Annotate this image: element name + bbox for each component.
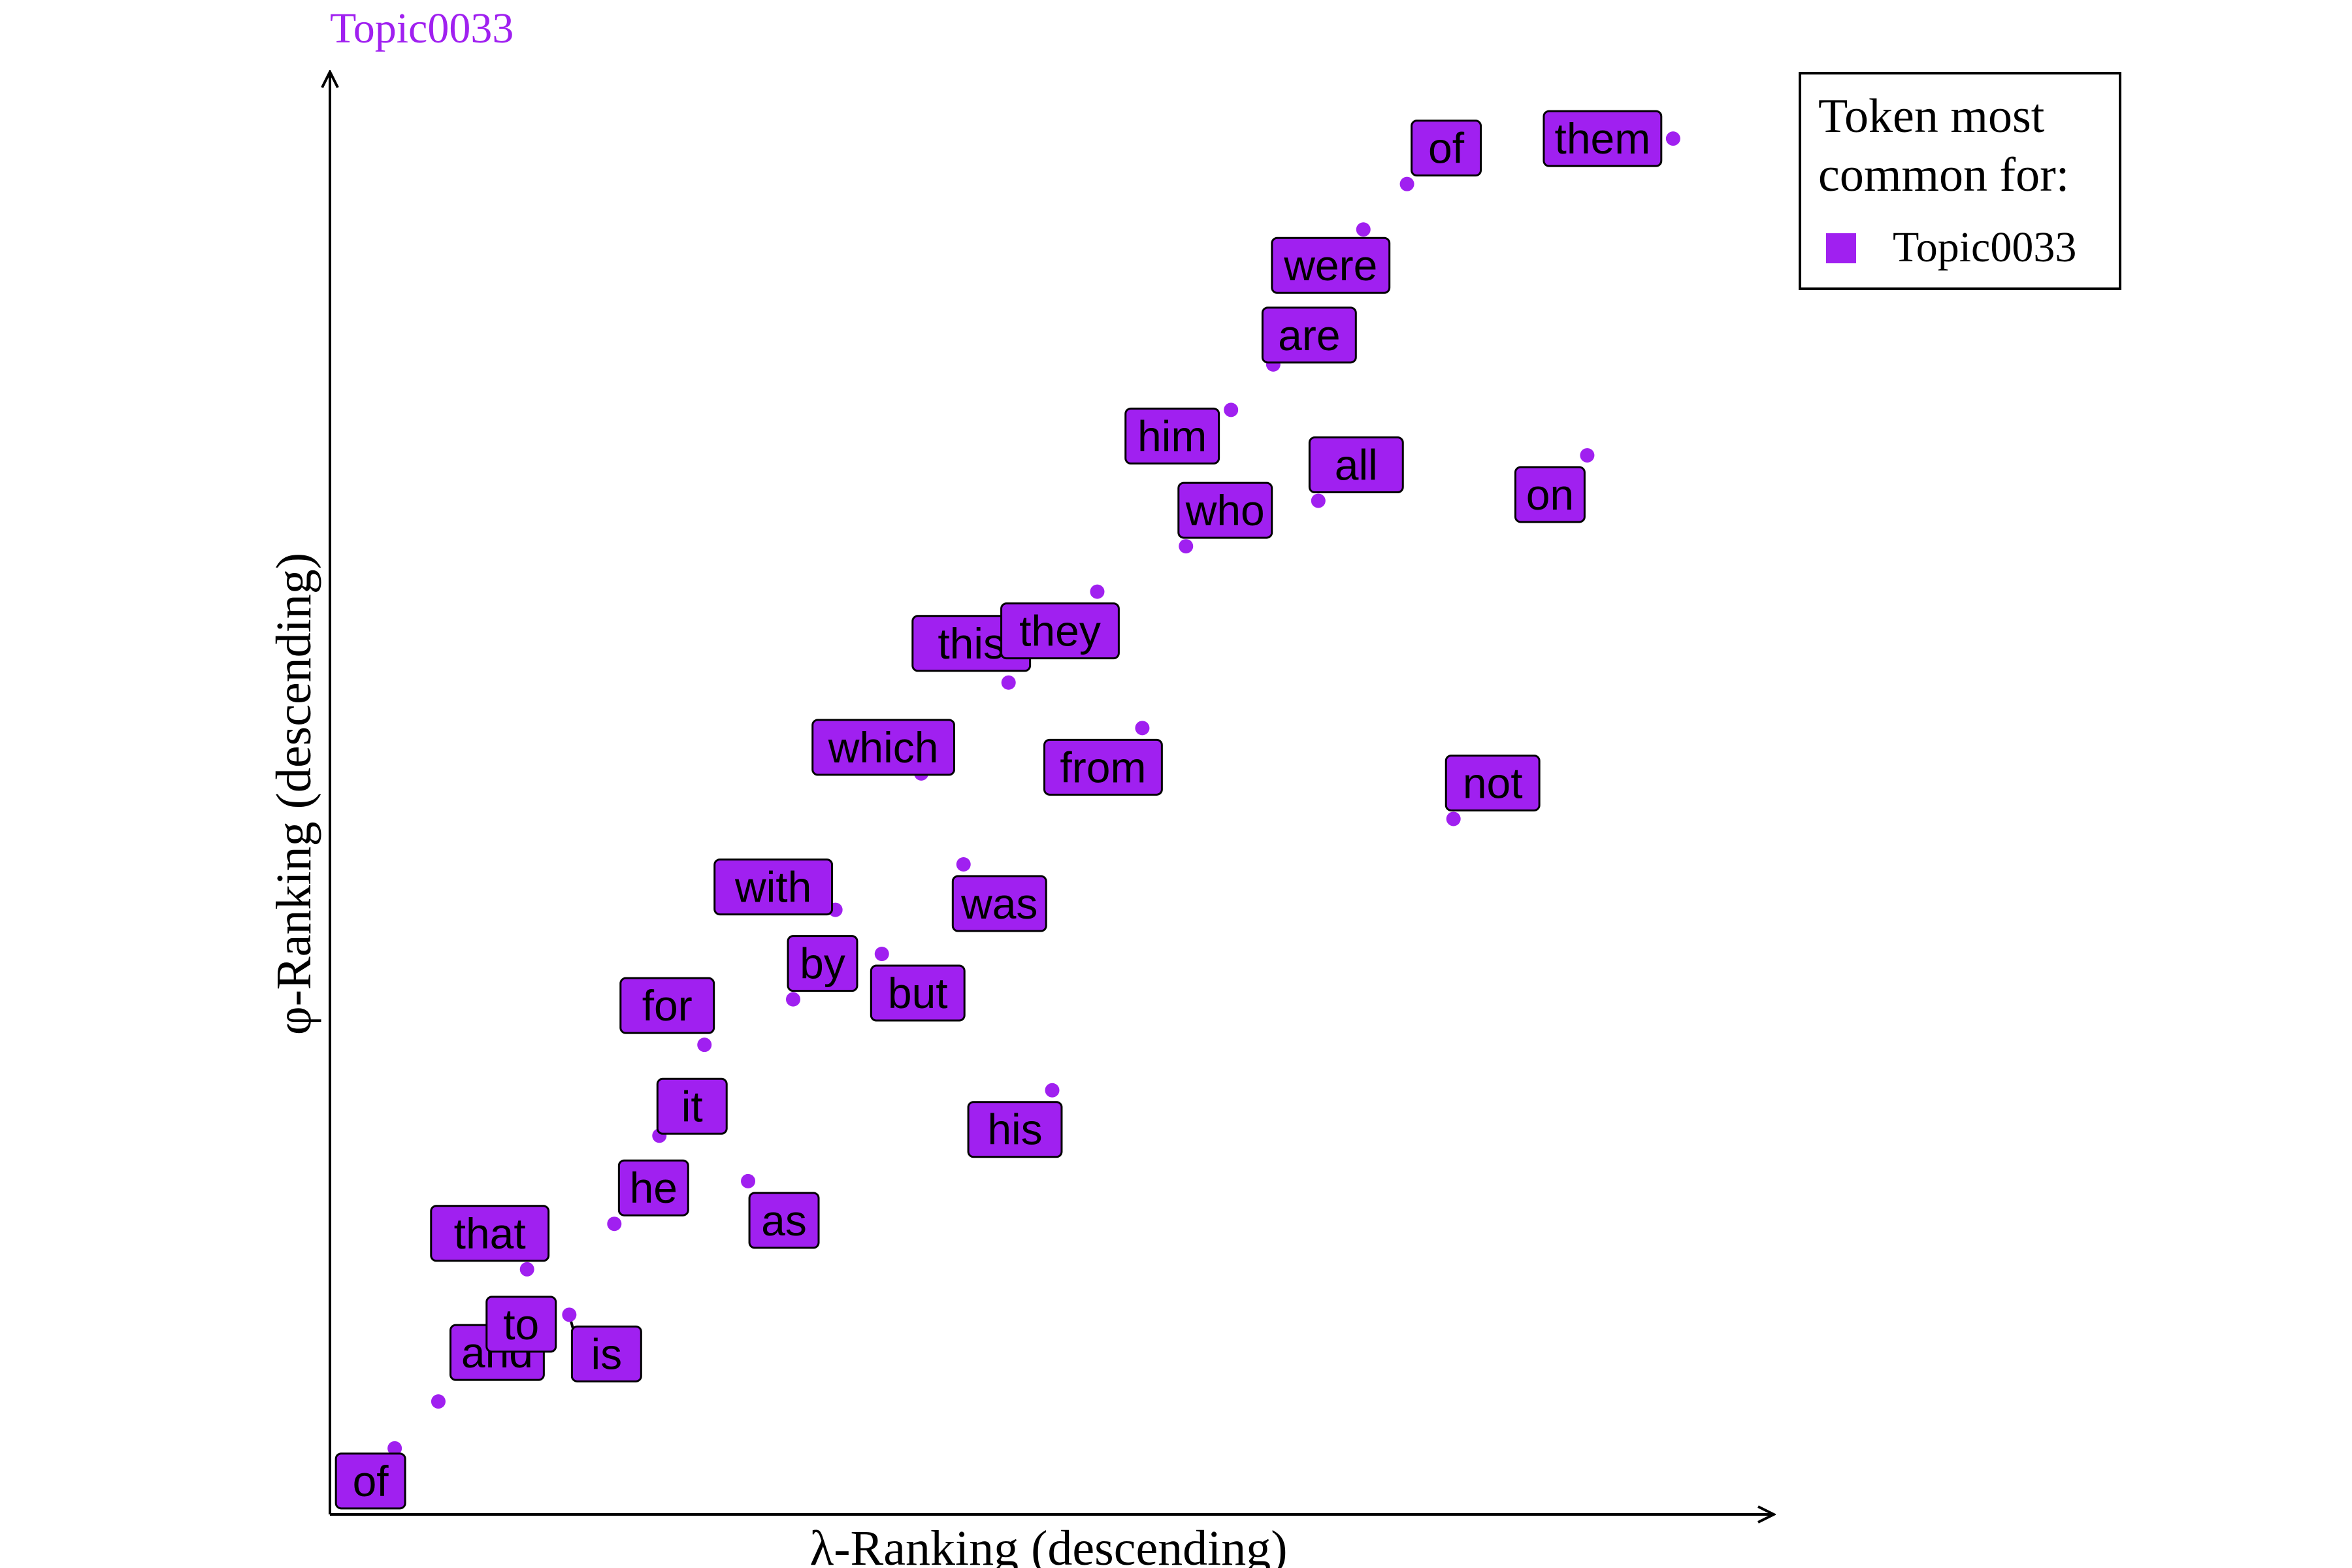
data-point [1580, 448, 1595, 463]
token-label-box [335, 1452, 406, 1510]
token-label: this [938, 619, 1005, 668]
token-label: they [1019, 607, 1101, 655]
token-label-box [811, 719, 955, 776]
data-point [741, 1173, 756, 1188]
token-label-box [1271, 237, 1391, 294]
token-label: were [1283, 241, 1377, 289]
token-label: from [1060, 743, 1146, 791]
data-point [519, 1262, 534, 1277]
data-point [1399, 176, 1414, 191]
data-point [431, 1394, 446, 1409]
data-point [697, 1037, 712, 1053]
token-label-box [787, 935, 858, 992]
token-label: he [630, 1164, 678, 1212]
token-label-box [570, 1325, 642, 1382]
data-point [1665, 131, 1680, 146]
data-point [956, 857, 971, 872]
token-label-box [1445, 754, 1541, 811]
token-label: him [1137, 412, 1207, 460]
token-label-box [1411, 120, 1482, 177]
token-label-box [1543, 110, 1663, 167]
token-label: of [353, 1457, 389, 1505]
token-label: to [503, 1300, 539, 1348]
token-label: which [828, 723, 939, 772]
token-label-box [967, 1101, 1063, 1158]
token-label-box [1514, 466, 1586, 523]
x-axis-label: λ-Ranking (descending) [809, 1521, 1287, 1568]
token-label: are [1278, 311, 1340, 359]
token-label-box [870, 964, 966, 1022]
legend-swatch [1826, 233, 1856, 263]
token-label-box [951, 875, 1047, 932]
data-point [1179, 539, 1194, 554]
data-point [1224, 402, 1239, 417]
token-label: as [761, 1196, 807, 1245]
token-label-box [656, 1077, 728, 1135]
legend-entry-label: Topic0033 [1893, 223, 2076, 271]
data-point [785, 992, 800, 1007]
token-label: for [642, 981, 693, 1030]
token-label: not [1463, 759, 1523, 807]
legend-title-line-2: common for: [1818, 148, 2069, 202]
token-label: is [591, 1330, 623, 1378]
data-point [1045, 1083, 1060, 1098]
data-point [1356, 222, 1371, 237]
data-point [1001, 675, 1016, 690]
token-label-box [1000, 602, 1120, 660]
token-label: by [800, 939, 845, 988]
token-label: on [1526, 470, 1574, 519]
token-label: of [1428, 124, 1465, 172]
token-label: them [1555, 114, 1651, 163]
chart-title: Topic0033 [330, 5, 514, 52]
token-label-box [430, 1205, 550, 1262]
data-point [1446, 811, 1461, 826]
token-label-box [617, 1159, 689, 1217]
token-label: was [960, 879, 1037, 928]
token-label: it [681, 1082, 703, 1130]
token-label-box [1261, 306, 1357, 364]
data-point [387, 1441, 402, 1456]
data-point [1135, 721, 1150, 736]
token-label: with [734, 863, 811, 911]
token-label-box [713, 858, 834, 916]
token-label: but [888, 969, 948, 1017]
token-labels: ofandtoisthatheasithisforbybutwithwasnot… [335, 110, 1663, 1510]
data-point [874, 947, 889, 962]
token-label: who [1185, 486, 1265, 534]
y-axis-label: φ-Ranking (descending) [267, 553, 321, 1035]
token-label: his [987, 1105, 1042, 1154]
token-label-box [619, 977, 715, 1034]
token-label-box [1043, 738, 1163, 796]
token-label-box [748, 1192, 820, 1249]
token-label: all [1335, 441, 1378, 489]
data-point [1311, 493, 1326, 508]
data-point [562, 1307, 577, 1322]
token-label-box [485, 1296, 557, 1353]
token-label: that [454, 1209, 526, 1258]
token-label-box [1308, 436, 1404, 494]
token-label-box [1177, 482, 1273, 539]
legend-title-line-1: Token most [1818, 90, 2045, 143]
legend: Token most common for: Topic0033 [1799, 72, 2121, 290]
token-label-box [1124, 407, 1220, 465]
data-point [607, 1217, 622, 1232]
data-point [1090, 584, 1105, 599]
